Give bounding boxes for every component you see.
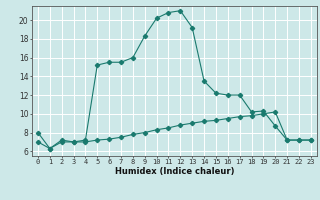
X-axis label: Humidex (Indice chaleur): Humidex (Indice chaleur) bbox=[115, 167, 234, 176]
